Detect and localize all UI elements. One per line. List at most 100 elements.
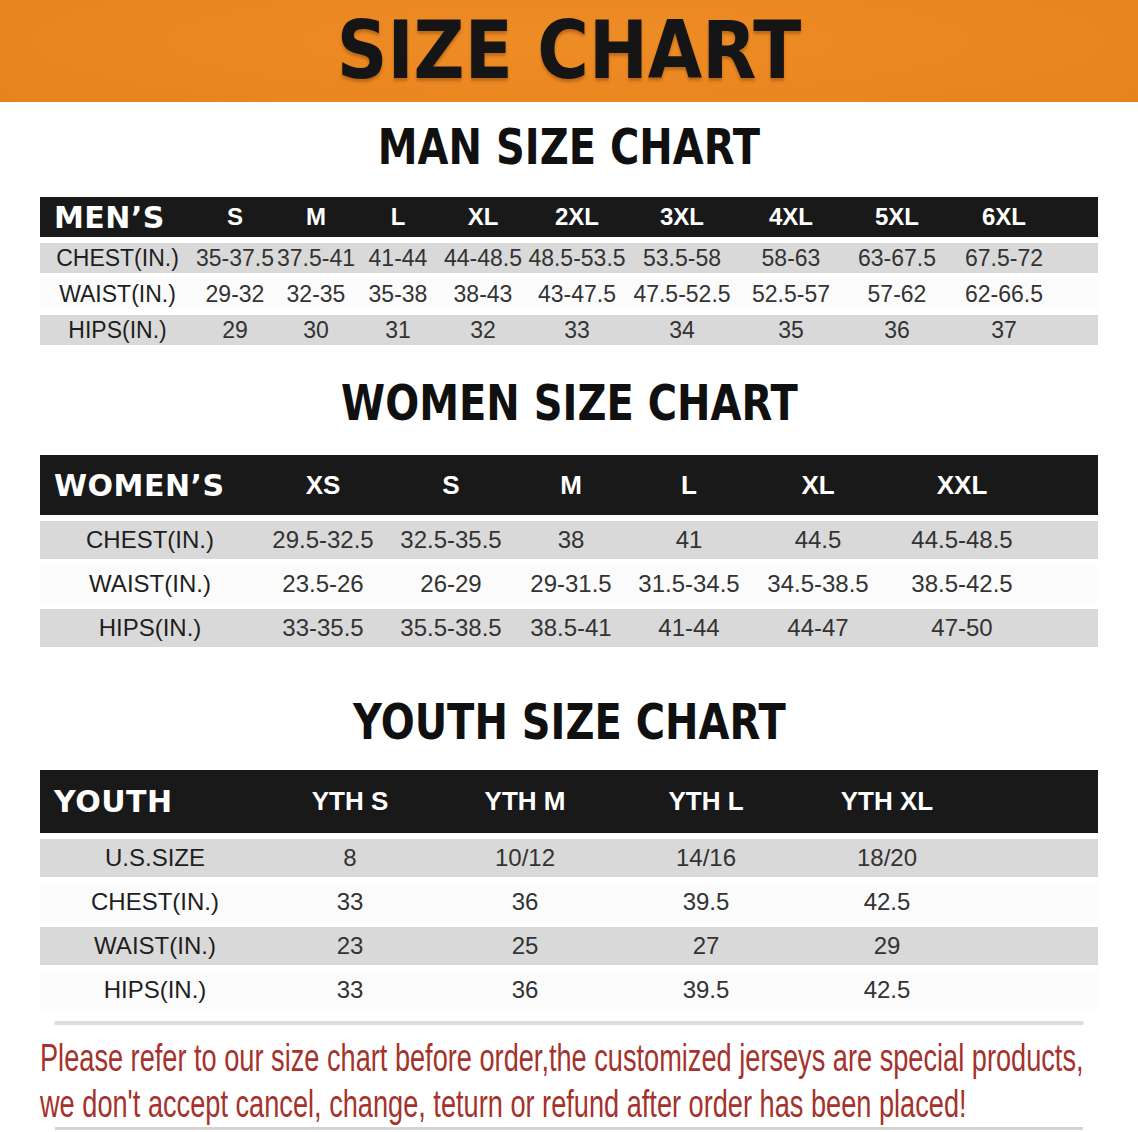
- women-chest-row: CHEST(IN.) 29.5-32.5 32.5-35.5 38 41 44.…: [40, 521, 1098, 559]
- row-label: CHEST(IN.): [40, 883, 270, 921]
- col-header: L: [626, 455, 752, 515]
- value-cell: 38-43: [439, 279, 527, 309]
- value-cell: 44.5-48.5: [884, 521, 1040, 559]
- value-cell: 35-37.5: [195, 243, 275, 273]
- row-label: WAIST(IN.): [40, 279, 195, 309]
- value-cell: 31: [357, 315, 439, 345]
- value-cell: 27: [620, 927, 792, 965]
- value-cell: 36: [430, 883, 620, 921]
- value-cell: 33: [270, 883, 430, 921]
- value-cell: 62-66.5: [949, 279, 1059, 309]
- spacer-cell: [982, 839, 1098, 877]
- value-cell: 67.5-72: [949, 243, 1059, 273]
- banner-title: SIZE CHART: [337, 11, 802, 91]
- spacer-cell: [1059, 197, 1098, 237]
- value-cell: 36: [845, 315, 949, 345]
- spacer-cell: [1059, 315, 1098, 345]
- col-header: YTH XL: [792, 770, 982, 833]
- spacer-cell: [1040, 455, 1098, 515]
- spacer-cell: [1059, 243, 1098, 273]
- value-cell: 47-50: [884, 609, 1040, 647]
- women-waist-row: WAIST(IN.) 23.5-26 26-29 29-31.5 31.5-34…: [40, 565, 1098, 603]
- women-hips-row: HIPS(IN.) 33-35.5 35.5-38.5 38.5-41 41-4…: [40, 609, 1098, 647]
- value-cell: 14/16: [620, 839, 792, 877]
- value-cell: 38: [516, 521, 626, 559]
- value-cell: 32-35: [275, 279, 357, 309]
- value-cell: 53.5-58: [627, 243, 737, 273]
- value-cell: 29: [195, 315, 275, 345]
- women-heading-text: WOMEN SIZE CHART: [341, 378, 798, 428]
- value-cell: 38.5-42.5: [884, 565, 1040, 603]
- men-size-table: MEN’S S M L XL 2XL 3XL 4XL 5XL 6XL CHEST…: [40, 191, 1098, 351]
- value-cell: 42.5: [792, 883, 982, 921]
- col-header: M: [275, 197, 357, 237]
- col-header: XXL: [884, 455, 1040, 515]
- col-header: 6XL: [949, 197, 1059, 237]
- value-cell: 63-67.5: [845, 243, 949, 273]
- value-cell: 34.5-38.5: [752, 565, 884, 603]
- divider-line: [54, 1021, 1084, 1025]
- men-waist-row: WAIST(IN.) 29-32 32-35 35-38 38-43 43-47…: [40, 279, 1098, 309]
- men-hips-row: HIPS(IN.) 29 30 31 32 33 34 35 36 37: [40, 315, 1098, 345]
- youth-size-table: YOUTH YTH S YTH M YTH L YTH XL U.S.SIZE …: [40, 764, 1098, 1015]
- col-header: XL: [752, 455, 884, 515]
- youth-heading-text: YOUTH SIZE CHART: [353, 697, 786, 747]
- youth-chest-row: CHEST(IN.) 33 36 39.5 42.5: [40, 883, 1098, 921]
- men-header-row: MEN’S S M L XL 2XL 3XL 4XL 5XL 6XL: [40, 197, 1098, 237]
- youth-section-heading: YOUTH SIZE CHART: [0, 697, 1138, 747]
- col-header: 2XL: [527, 197, 627, 237]
- row-label: CHEST(IN.): [40, 521, 260, 559]
- value-cell: 35.5-38.5: [386, 609, 516, 647]
- value-cell: 44-47: [752, 609, 884, 647]
- spacer-cell: [1040, 565, 1098, 603]
- value-cell: 36: [430, 971, 620, 1009]
- value-cell: 41: [626, 521, 752, 559]
- row-label: WAIST(IN.): [40, 927, 270, 965]
- col-header: YTH L: [620, 770, 792, 833]
- spacer-cell: [982, 927, 1098, 965]
- value-cell: 33: [527, 315, 627, 345]
- youth-table-title: YOUTH: [40, 770, 270, 833]
- youth-waist-row: WAIST(IN.) 23 25 27 29: [40, 927, 1098, 965]
- value-cell: 18/20: [792, 839, 982, 877]
- spacer-cell: [1059, 279, 1098, 309]
- men-table-title: MEN’S: [40, 197, 195, 237]
- row-label: HIPS(IN.): [40, 609, 260, 647]
- col-header: 4XL: [737, 197, 845, 237]
- men-chest-row: CHEST(IN.) 35-37.5 37.5-41 41-44 44-48.5…: [40, 243, 1098, 273]
- row-label: HIPS(IN.): [40, 971, 270, 1009]
- value-cell: 37.5-41: [275, 243, 357, 273]
- value-cell: 35-38: [357, 279, 439, 309]
- row-label: HIPS(IN.): [40, 315, 195, 345]
- value-cell: 33: [270, 971, 430, 1009]
- value-cell: 52.5-57: [737, 279, 845, 309]
- footer-line-1: Please refer to our size chart before or…: [40, 1035, 825, 1081]
- value-cell: 48.5-53.5: [527, 243, 627, 273]
- bottom-border-line: [55, 1127, 1083, 1130]
- value-cell: 41-44: [626, 609, 752, 647]
- value-cell: 35: [737, 315, 845, 345]
- value-cell: 30: [275, 315, 357, 345]
- value-cell: 58-63: [737, 243, 845, 273]
- value-cell: 39.5: [620, 971, 792, 1009]
- spacer-cell: [1040, 521, 1098, 559]
- spacer-cell: [982, 971, 1098, 1009]
- value-cell: 47.5-52.5: [627, 279, 737, 309]
- value-cell: 8: [270, 839, 430, 877]
- col-header: 3XL: [627, 197, 737, 237]
- row-label: U.S.SIZE: [40, 839, 270, 877]
- spacer-cell: [982, 770, 1098, 833]
- footer-line-2: we don't accept cancel, change, teturn o…: [40, 1081, 825, 1127]
- value-cell: 33-35.5: [260, 609, 386, 647]
- value-cell: 43-47.5: [527, 279, 627, 309]
- col-header: 5XL: [845, 197, 949, 237]
- banner: SIZE CHART: [0, 0, 1138, 102]
- youth-hips-row: HIPS(IN.) 33 36 39.5 42.5: [40, 971, 1098, 1009]
- men-section-heading: MAN SIZE CHART: [0, 122, 1138, 172]
- value-cell: 39.5: [620, 883, 792, 921]
- col-header: M: [516, 455, 626, 515]
- women-header-row: WOMEN’S XS S M L XL XXL: [40, 455, 1098, 515]
- col-header: S: [195, 197, 275, 237]
- value-cell: 29: [792, 927, 982, 965]
- value-cell: 29.5-32.5: [260, 521, 386, 559]
